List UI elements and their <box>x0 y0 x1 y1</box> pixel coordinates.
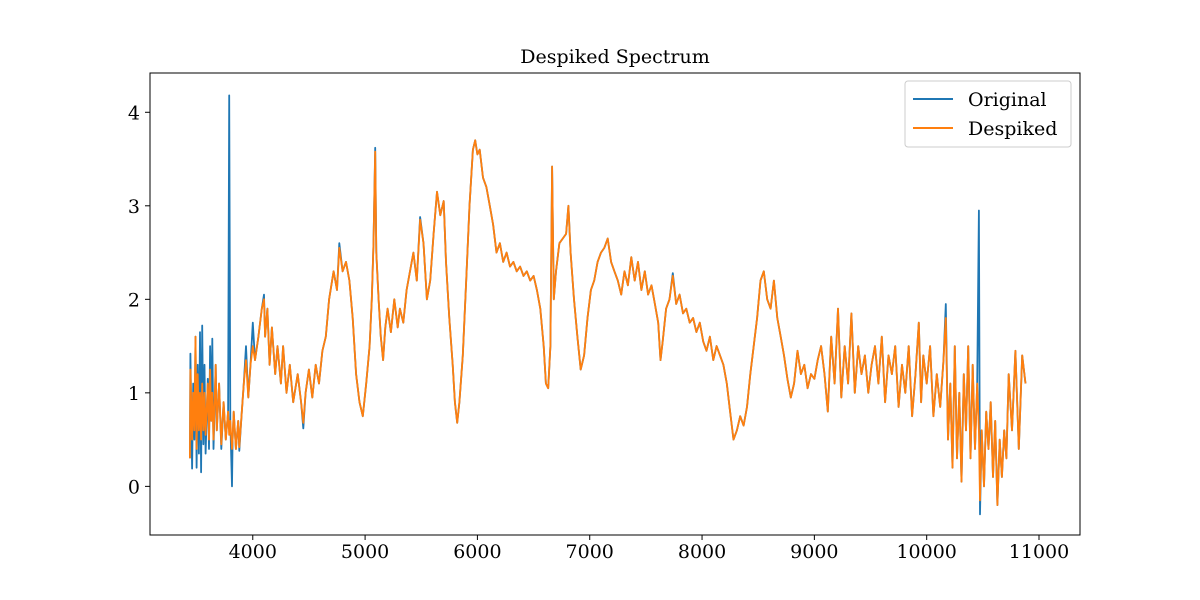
legend-label-2: Despiked <box>968 118 1057 140</box>
x-tick-label: 5000 <box>341 541 389 563</box>
x-axis: 4000 5000 6000 7000 8000 9000 10000 11000 <box>229 535 1069 563</box>
legend: Original Despiked <box>904 80 1072 148</box>
x-tick-label: 6000 <box>453 541 501 563</box>
x-tick-label: 7000 <box>566 541 614 563</box>
chart-title: Despiked Spectrum <box>520 46 709 68</box>
y-tick-label: 4 <box>128 102 140 124</box>
y-tick-label: 0 <box>128 476 140 498</box>
y-tick-label: 2 <box>128 289 140 311</box>
plot-lines <box>189 94 1027 516</box>
legend-label-1: Original <box>968 89 1047 111</box>
legend-box <box>904 80 1072 148</box>
x-tick-label: 11000 <box>1009 541 1069 563</box>
x-tick-label: 10000 <box>896 541 956 563</box>
plot-frame <box>149 72 1081 536</box>
y-axis: 0 1 2 3 4 <box>128 102 150 498</box>
x-tick-label: 8000 <box>678 541 726 563</box>
y-tick-label: 3 <box>128 196 140 218</box>
y-tick-label: 1 <box>128 383 140 405</box>
x-tick-label: 4000 <box>229 541 277 563</box>
x-tick-label: 9000 <box>790 541 838 563</box>
series-line-2 <box>189 139 1027 506</box>
